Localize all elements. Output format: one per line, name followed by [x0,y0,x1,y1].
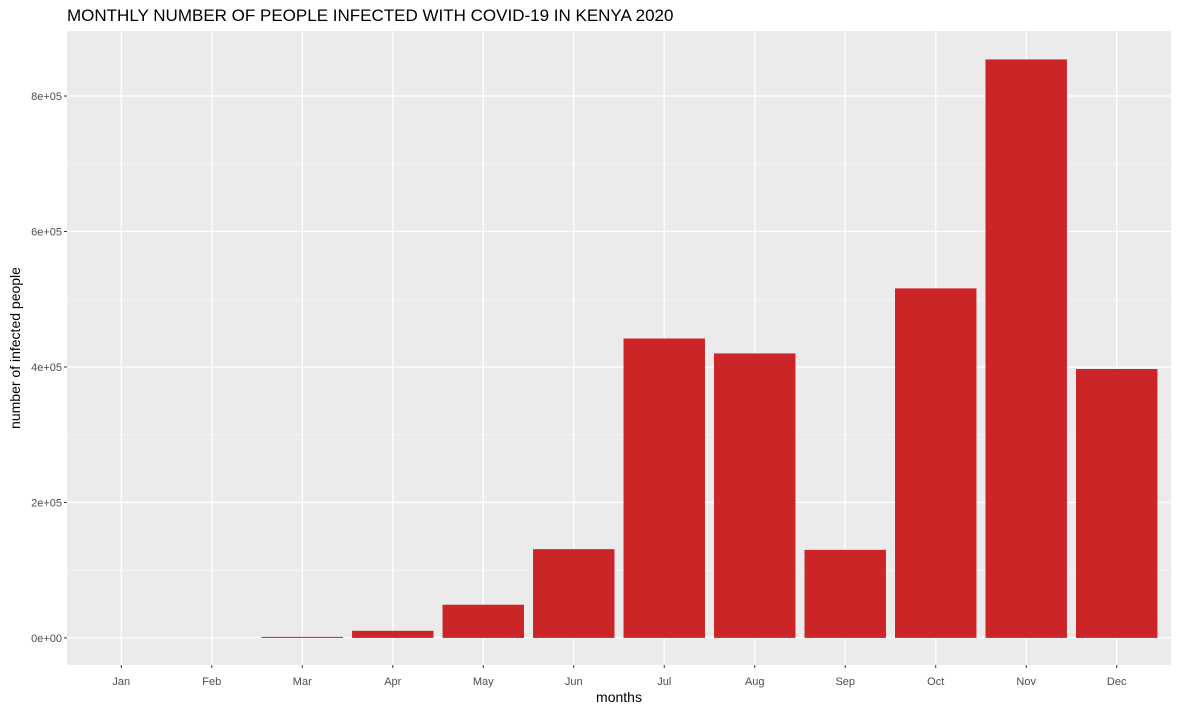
x-tick-label: May [473,676,494,688]
bar-apr [352,630,434,638]
x-tick-label: Jun [565,676,583,688]
x-tick-label: Sep [835,676,855,688]
x-axis-ticks: Jan Feb Mar Apr May Jun Jul Aug Sep Oct Nov Dec [112,665,1127,688]
bars [80,59,1158,638]
y-tick-label: 8e+05 [31,91,62,103]
y-tick-label: 0e+00 [31,633,62,645]
bar-mar [261,636,343,638]
bar-jun [533,549,615,638]
y-tick-label: 2e+05 [31,497,62,509]
x-tick-label: Jul [657,676,671,688]
y-axis-ticks: 0e+00 2e+05 4e+05 6e+05 8e+05 [31,91,67,645]
x-tick-label: Apr [384,676,401,688]
y-tick-label: 6e+05 [31,226,62,238]
y-tick-label: 4e+05 [31,362,62,374]
bar-dec [1075,368,1158,638]
bar-sep [804,549,886,638]
x-axis-title: months [596,689,642,705]
x-tick-label: Aug [745,676,765,688]
x-tick-label: Dec [1107,676,1127,688]
chart-title: MONTHLY NUMBER OF PEOPLE INFECTED WITH C… [67,6,674,25]
x-tick-label: Oct [927,676,944,688]
y-axis-title: number of infected people [7,267,23,429]
bar-may [442,604,524,638]
bar-jul [623,338,705,638]
bar-aug [714,353,796,638]
x-tick-label: Nov [1016,676,1036,688]
bar-oct [895,288,977,638]
bar-nov [985,59,1067,638]
x-tick-label: Mar [293,676,312,688]
x-tick-label: Jan [112,676,130,688]
x-tick-label: Feb [202,676,221,688]
